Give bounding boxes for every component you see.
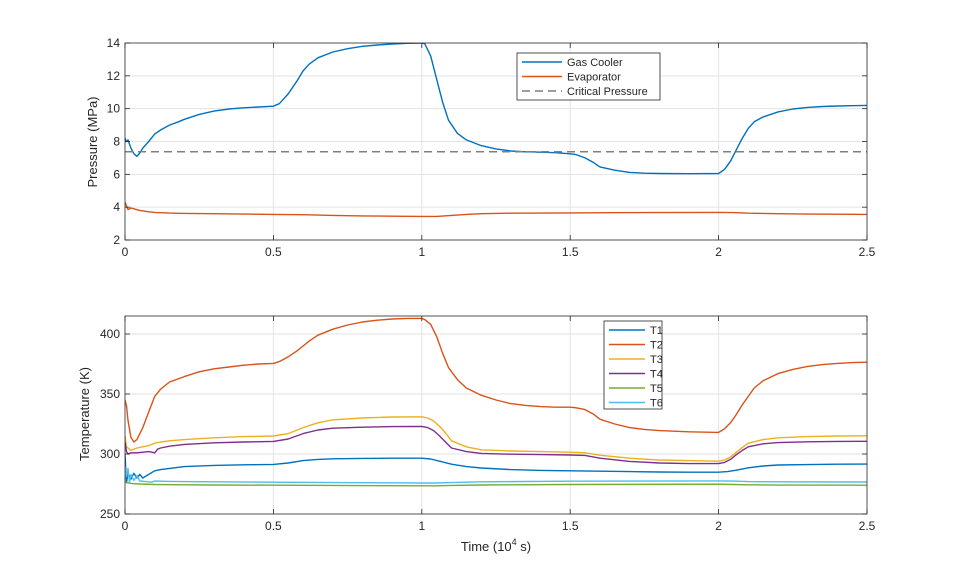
legend-label: Evaporator <box>567 72 621 84</box>
x-tick-label: 1 <box>418 245 425 259</box>
pressure-y-axis-label: Pressure (MPa) <box>85 96 100 187</box>
series-line-t1 <box>125 453 867 484</box>
y-tick-label: 6 <box>113 167 120 181</box>
series-group <box>125 43 867 218</box>
series-line-t2 <box>125 317 867 443</box>
y-tick-label: 14 <box>107 36 121 50</box>
temperature-y-axis-label: Temperature (K) <box>77 367 92 461</box>
legend: Gas Cooler Evaporator Critical Pressure <box>516 52 661 101</box>
time-x-axis-label: Time (104 s) <box>461 537 531 554</box>
x-tick-label: 1.5 <box>562 519 579 533</box>
legend-label: Gas Cooler <box>567 57 623 69</box>
series-line-t3 <box>125 416 867 462</box>
legend-label: T3 <box>650 354 663 366</box>
series-line-t4 <box>125 425 867 465</box>
x-tick-label: 2 <box>715 245 722 259</box>
legend-label: T4 <box>650 369 663 381</box>
x-tick-label: 2 <box>715 519 722 533</box>
time-x-axis-label-text: Time (10 <box>461 539 512 554</box>
y-tick-label: 400 <box>100 327 120 341</box>
series-line-t5 <box>125 481 867 487</box>
y-tick-label: 4 <box>113 200 120 214</box>
x-tick-label: 1 <box>418 519 425 533</box>
x-tick-label: 0 <box>122 519 129 533</box>
series-group <box>125 317 867 487</box>
series-line-gas-cooler <box>125 43 867 175</box>
axes-box <box>124 315 868 515</box>
y-tick-label: 10 <box>107 102 121 116</box>
x-tick-label: 0.5 <box>265 245 282 259</box>
series-line-evaporator <box>125 201 867 218</box>
legend-label: T6 <box>650 398 663 410</box>
x-tick-label: 0 <box>122 245 129 259</box>
y-tick-label: 250 <box>100 507 120 521</box>
x-tick-label: 2.5 <box>859 245 876 259</box>
x-tick-label: 2.5 <box>859 519 876 533</box>
legend-label: T1 <box>650 325 663 337</box>
y-tick-label: 8 <box>113 135 120 149</box>
y-tick-label: 12 <box>107 69 121 83</box>
pressure-chart: Pressure (MPa) 0 0.5 1 1.5 2 2.5 2 4 6 8 10 12 14 Gas… <box>85 36 876 259</box>
time-x-axis-label-unit: s) <box>517 539 531 554</box>
y-tick-label: 300 <box>100 447 120 461</box>
temperature-chart: Temperature (K) Time (104 s) 0 0.5 1 1.5 2 2.… <box>77 315 876 554</box>
y-tick-label: 350 <box>100 387 120 401</box>
legend-label: Critical Pressure <box>567 86 648 98</box>
legend-label: T2 <box>650 340 663 352</box>
x-tick-label: 0.5 <box>265 519 282 533</box>
legend-box <box>603 320 663 410</box>
time-x-axis-label-exponent: 4 <box>512 537 517 547</box>
legend-label: T5 <box>650 383 663 395</box>
x-tick-label: 1.5 <box>562 245 579 259</box>
legend: T1 T2 T3 T4 T5 T6 <box>603 320 663 410</box>
y-tick-label: 2 <box>113 233 120 247</box>
series-line-t6 <box>125 465 867 484</box>
